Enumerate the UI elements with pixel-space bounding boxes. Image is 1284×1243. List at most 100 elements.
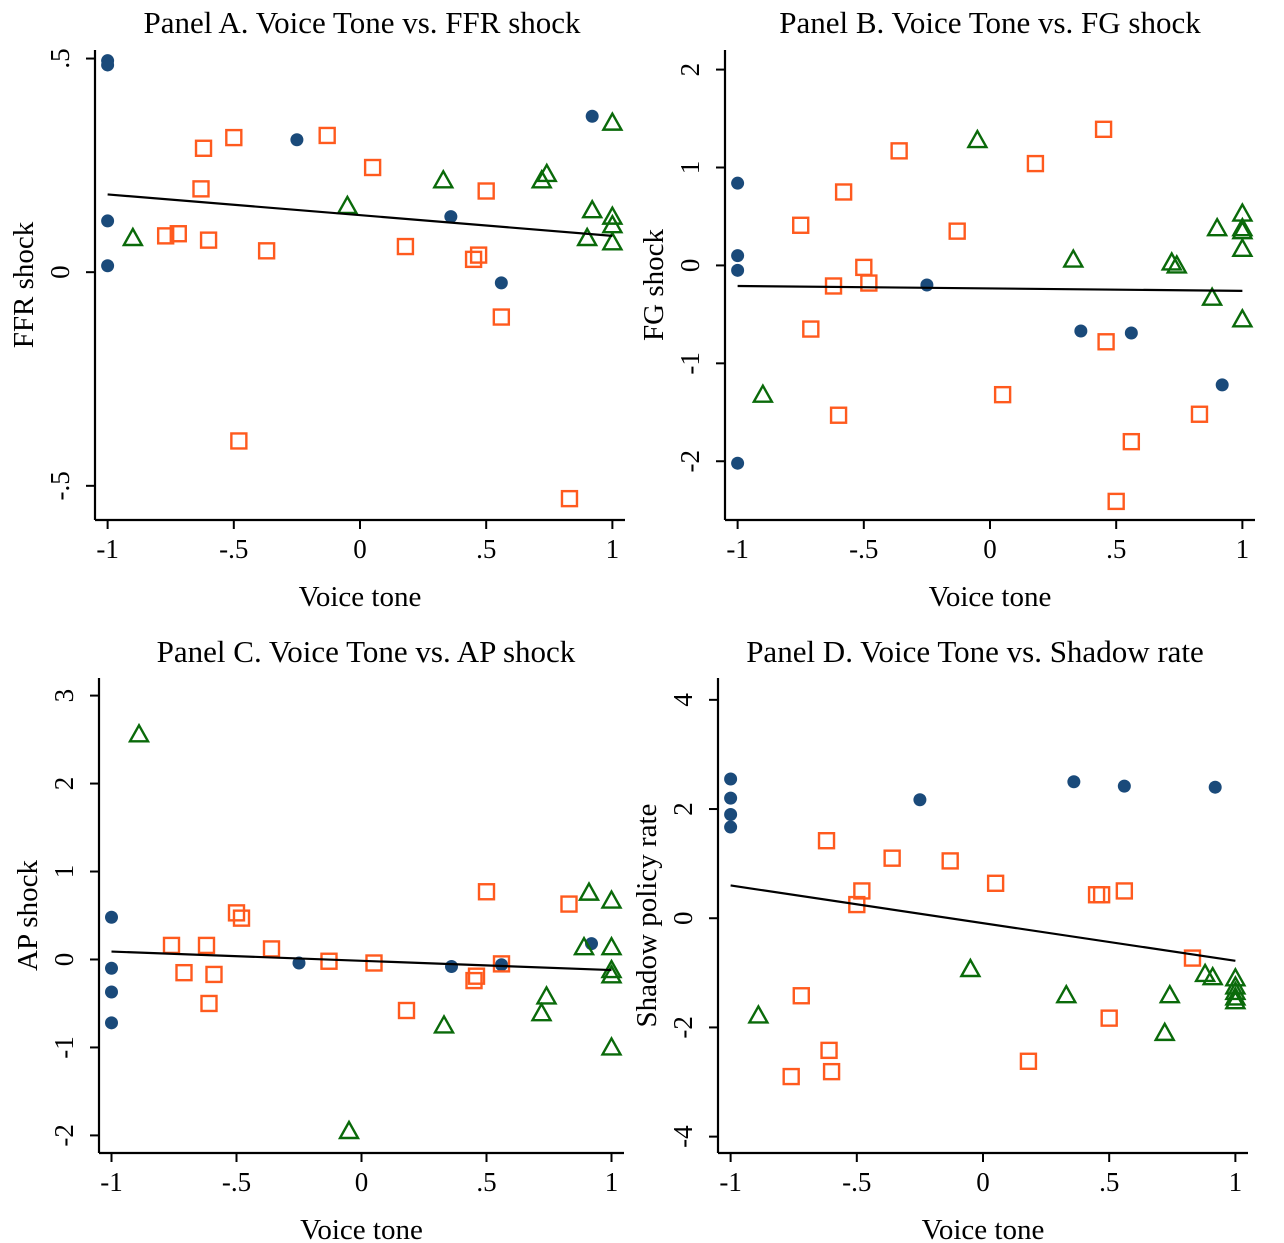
data-point-circle — [495, 958, 508, 972]
data-point-square — [464, 250, 483, 269]
data-point-triangle — [530, 168, 553, 189]
data-point-square — [318, 126, 336, 145]
y-tick-label: -2 — [675, 450, 705, 473]
fit-line — [111, 950, 612, 972]
panel-title: Panel B. Voice Tone vs. FG shock — [779, 5, 1201, 40]
data-point-circle — [1117, 779, 1131, 793]
x-tick-label: .5 — [476, 1167, 496, 1197]
data-point-square — [820, 1041, 838, 1060]
data-point-square — [257, 242, 276, 260]
data-point-square — [829, 406, 848, 424]
y-tick-label: -2 — [668, 1016, 698, 1039]
data-point-circle — [101, 58, 115, 72]
x-tick-label: 0 — [353, 534, 367, 564]
data-point-triangle — [337, 1119, 361, 1140]
data-point-square — [1107, 492, 1125, 511]
data-point-square — [853, 882, 871, 900]
x-tick-label: -.5 — [849, 534, 878, 564]
panel-3: Panel C. Voice Tone vs. AP shock -1 -.5 0 .5… — [12, 634, 624, 1243]
data-point-square — [232, 909, 251, 927]
data-point-circle — [724, 807, 738, 821]
x-tick-label: -1 — [726, 534, 749, 564]
data-point-square — [199, 231, 218, 249]
data-point-square — [1092, 886, 1111, 904]
data-point-square — [365, 954, 383, 972]
data-point-circle — [101, 259, 115, 273]
data-point-triangle — [1231, 216, 1254, 237]
y-axis-label: AP shock — [12, 860, 44, 971]
data-point-square — [192, 180, 210, 198]
panel-title: Panel C. Voice Tone vs. AP shock — [157, 634, 576, 669]
y-tick-label: -1 — [49, 1036, 79, 1059]
y-tick-label: -4 — [668, 1125, 698, 1148]
data-point-square — [1097, 333, 1115, 351]
data-point-square — [262, 940, 281, 958]
data-point-square — [560, 489, 579, 508]
y-tick-label: -.5 — [45, 471, 75, 500]
data-point-circle — [105, 1016, 118, 1030]
data-point-square — [225, 128, 243, 147]
data-point-triangle — [576, 226, 599, 247]
data-point-square — [162, 936, 181, 955]
data-point-triangle — [1062, 248, 1085, 268]
data-point-circle — [731, 263, 745, 277]
data-point-triangle — [432, 1014, 456, 1034]
data-point-square — [792, 216, 810, 234]
data-point-triangle — [747, 1003, 770, 1024]
data-point-square — [467, 967, 486, 985]
y-tick-label: -2 — [49, 1124, 79, 1147]
data-point-triangle — [581, 198, 604, 219]
data-point-square — [792, 987, 810, 1005]
data-point-triangle — [535, 162, 558, 183]
x-tick-label: 0 — [976, 1167, 990, 1197]
data-point-circle — [494, 276, 508, 290]
data-point-square — [890, 142, 908, 160]
data-point-square — [227, 904, 246, 922]
data-point-square — [320, 952, 338, 970]
data-point-square — [560, 895, 578, 913]
x-axis-label: Voice tone — [929, 581, 1052, 613]
data-point-triangle — [535, 984, 558, 1005]
x-tick-label: .5 — [476, 534, 496, 564]
data-point-circle — [292, 956, 306, 970]
data-point-circle — [731, 456, 745, 470]
data-point-triangle — [1206, 216, 1229, 237]
data-point-square — [465, 971, 483, 990]
data-point-square — [396, 237, 415, 256]
points-layer — [105, 722, 623, 1140]
x-tick-label: 1 — [1236, 534, 1250, 564]
fit-line — [107, 193, 613, 237]
points-layer — [731, 120, 1254, 511]
data-point-triangle — [1231, 307, 1254, 328]
data-point-triangle — [127, 722, 151, 743]
data-point-triangle — [1160, 251, 1183, 271]
data-point-circle — [105, 985, 118, 999]
x-tick-label: -1 — [96, 534, 119, 564]
data-point-circle — [290, 133, 304, 147]
data-point-circle — [1074, 324, 1088, 338]
data-point-circle — [731, 249, 745, 263]
data-point-triangle — [530, 1001, 553, 1022]
data-point-square — [477, 182, 495, 200]
data-point-square — [817, 832, 836, 850]
data-point-square — [1026, 154, 1045, 173]
data-point-triangle — [966, 128, 989, 149]
x-tick-label: -.5 — [222, 1167, 251, 1197]
data-point-triangle — [1194, 962, 1217, 983]
data-point-square — [834, 183, 853, 201]
data-point-circle — [724, 820, 738, 834]
y-axis-label: FFR shock — [8, 221, 40, 348]
data-point-triangle — [600, 889, 623, 909]
data-point-circle — [913, 793, 927, 807]
data-point-triangle — [959, 957, 982, 978]
fit-line — [737, 284, 1243, 292]
data-point-square — [200, 994, 218, 1013]
data-point-triangle — [1224, 980, 1247, 1001]
data-point-circle — [585, 109, 599, 123]
x-tick-label: -1 — [100, 1167, 123, 1197]
data-point-circle — [444, 210, 458, 224]
x-tick-label: -1 — [719, 1167, 742, 1197]
x-tick-label: -.5 — [842, 1167, 871, 1197]
data-point-triangle — [1231, 237, 1254, 257]
